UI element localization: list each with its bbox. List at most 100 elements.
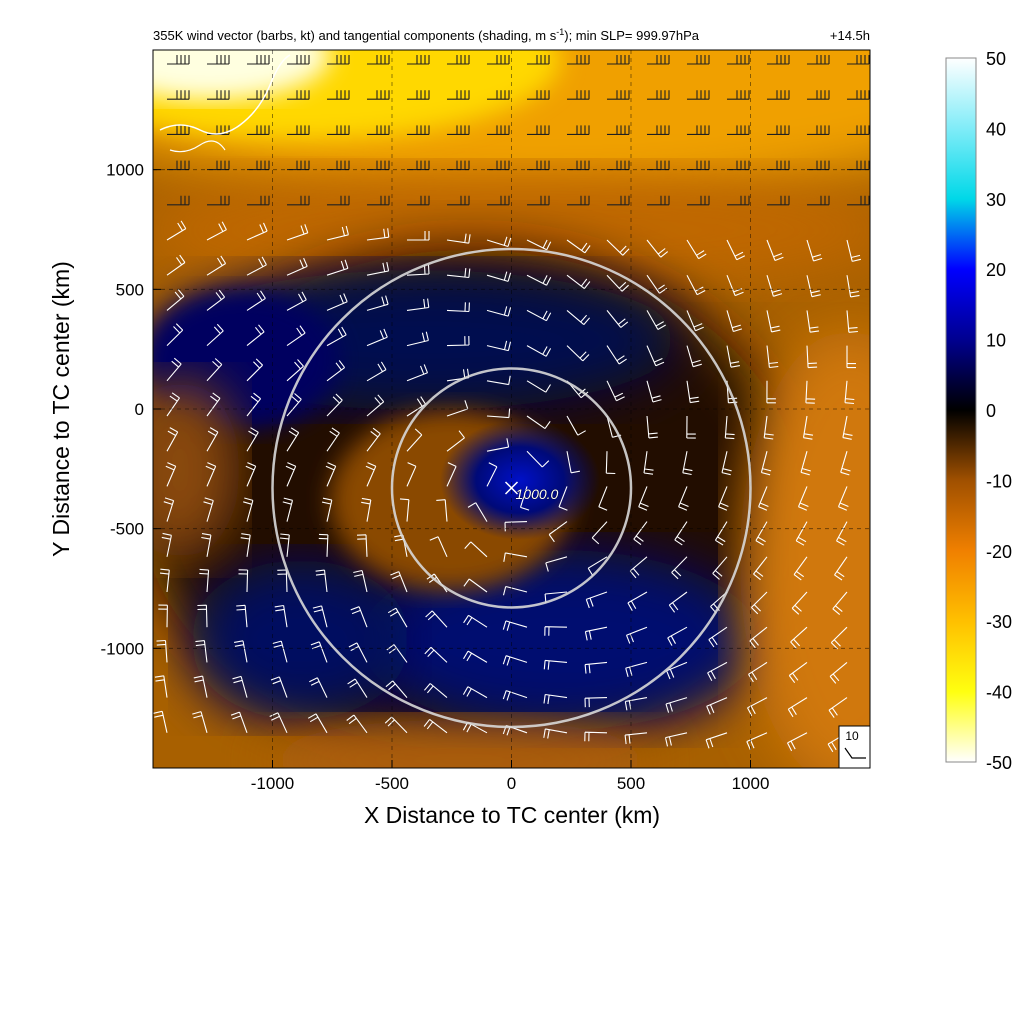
wind-barb (793, 556, 808, 581)
wind-barb (766, 310, 781, 333)
wind-barb (327, 55, 350, 65)
wind-barb (406, 331, 429, 347)
wind-barb (287, 90, 310, 100)
wind-barb (526, 309, 552, 322)
wind-barb (321, 497, 333, 522)
wind-barb (326, 293, 348, 311)
wind-barb (327, 90, 350, 100)
wind-barb (487, 125, 510, 135)
barb-reference-label: 10 (845, 729, 859, 743)
wind-barb (486, 306, 512, 317)
wind-barb (624, 697, 648, 711)
wind-barb (591, 521, 608, 545)
wind-barb (234, 640, 248, 663)
wind-barb (606, 274, 629, 292)
wind-barb (607, 90, 630, 100)
wind-barb (286, 224, 309, 241)
wind-barb (598, 486, 608, 511)
wind-barb (721, 451, 732, 476)
wind-barb (446, 268, 471, 279)
wind-barb (166, 323, 184, 346)
wind-barb (193, 675, 208, 698)
wind-barb (166, 289, 185, 311)
wind-barb (326, 225, 349, 241)
wind-barb (167, 90, 190, 100)
wind-barb (206, 221, 227, 241)
wind-barb (807, 125, 830, 135)
wind-barb (767, 55, 790, 65)
wind-barb (846, 275, 860, 298)
tangential-wind-field (153, 50, 870, 768)
wind-barb (167, 125, 190, 135)
wind-barb (544, 626, 568, 636)
wind-barb (247, 125, 270, 135)
wind-barb (486, 271, 512, 282)
wind-barb (206, 255, 227, 276)
wind-barb (423, 718, 448, 734)
wind-barb (687, 55, 710, 65)
wind-barb (201, 533, 212, 557)
wind-barb (406, 428, 423, 452)
wind-barb (238, 569, 249, 593)
wind-barb (584, 731, 608, 742)
wind-barb (847, 90, 870, 100)
wind-barb (407, 195, 430, 206)
wind-barb (447, 195, 470, 206)
y-ticks: 1000 500 0 -500 -1000 (101, 161, 161, 658)
wind-barb (766, 380, 776, 404)
colorbar-tick-label: -30 (986, 612, 1012, 632)
chart-title: 355K wind vector (barbs, kt) and tangent… (153, 27, 700, 43)
wind-barb (163, 497, 175, 522)
colorbar-tick-label: -20 (986, 542, 1012, 562)
wind-barb (309, 677, 328, 698)
wind-barb (463, 578, 488, 593)
wind-barb (366, 261, 390, 276)
radius-circle (271, 247, 752, 729)
wind-barb (399, 498, 410, 522)
wind-barb (166, 220, 187, 241)
wind-barb (503, 552, 528, 562)
colorbar-tick-label: 10 (986, 331, 1006, 351)
wind-barb (486, 408, 511, 419)
wind-barb (286, 257, 308, 276)
wind-barb (325, 462, 337, 487)
wind-barb (724, 415, 735, 440)
wind-barb (367, 125, 390, 135)
wind-barb (486, 375, 511, 386)
wind-barb (606, 380, 625, 402)
wind-barb (195, 640, 208, 663)
wind-barb (665, 697, 688, 713)
wind-barb (366, 427, 381, 452)
tc-center-marker: 1000.0 (504, 481, 559, 502)
wind-barb (366, 394, 385, 417)
wind-barb (566, 309, 591, 326)
wind-barb (232, 675, 248, 698)
wind-barb (486, 438, 510, 452)
wind-barb (326, 259, 349, 276)
wind-barb (607, 125, 630, 135)
wind-barb (545, 556, 568, 572)
wind-barb (543, 659, 568, 670)
wind-barb (606, 345, 627, 365)
wind-barb (274, 604, 288, 628)
wind-barb (246, 222, 268, 241)
wind-barb (246, 324, 265, 347)
wind-barb (446, 335, 470, 347)
wind-barb (806, 345, 818, 369)
wind-barb (787, 697, 808, 718)
wind-barb (361, 497, 372, 522)
wind-barb (840, 451, 851, 476)
wind-barb (708, 626, 728, 648)
wind-barb (807, 55, 830, 65)
wind-barb (199, 568, 210, 593)
wind-barb (286, 393, 302, 417)
wind-barb (312, 605, 328, 628)
wind-barb (847, 55, 870, 65)
x-tick-label: -1000 (251, 774, 294, 793)
wind-barb (797, 486, 809, 511)
wind-barb (726, 310, 743, 333)
wind-barb (287, 125, 310, 135)
wind-barb (687, 90, 710, 100)
wind-barb (487, 90, 510, 100)
wind-barb (446, 400, 469, 417)
